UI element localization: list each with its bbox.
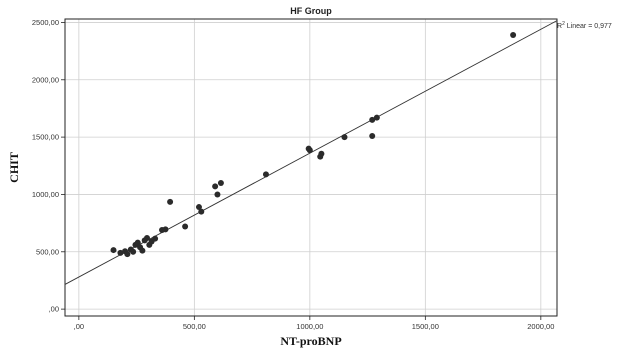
- data-point: [369, 132, 376, 139]
- r2-suffix: Linear = 0,977: [565, 23, 612, 30]
- plot-frame: [64, 18, 558, 317]
- data-point: [510, 32, 517, 39]
- data-point: [373, 114, 380, 121]
- data-point: [110, 247, 117, 254]
- data-point: [124, 251, 131, 258]
- data-point: [130, 248, 137, 255]
- x-tick-label: ,00: [74, 322, 84, 331]
- x-tick-label: 1500,00: [412, 322, 439, 331]
- data-point: [318, 150, 325, 157]
- data-point: [214, 191, 221, 198]
- data-point: [341, 134, 348, 141]
- y-tick-label: 2500,00: [32, 18, 59, 27]
- data-point: [212, 183, 219, 190]
- x-axis-ticks: ,00 500,00 1000,00 1500,00 2000,00: [74, 316, 554, 331]
- y-tick-label: ,00: [49, 305, 59, 314]
- data-point: [198, 208, 205, 215]
- data-point: [144, 235, 150, 242]
- data-point: [134, 239, 141, 246]
- y-tick-label: 500,00: [36, 247, 59, 256]
- data-point: [182, 223, 189, 230]
- chart-title: HF Group: [290, 6, 332, 16]
- x-tick-label: 1000,00: [296, 322, 323, 331]
- data-point: [139, 247, 146, 254]
- data-point: [117, 249, 124, 256]
- y-tick-label: 2000,00: [32, 75, 59, 84]
- grid-lines: [65, 19, 557, 316]
- data-point: [262, 171, 269, 178]
- data-point: [152, 235, 159, 242]
- data-point: [306, 147, 313, 154]
- data-point: [167, 198, 174, 205]
- y-tick-label: 1000,00: [32, 190, 59, 199]
- r2-label: R2 Linear = 0,977: [557, 21, 612, 30]
- x-tick-label: 500,00: [183, 322, 206, 331]
- data-point: [369, 116, 376, 123]
- x-axis-label: NT-proBNP: [280, 334, 341, 348]
- r2-prefix: R: [557, 23, 562, 30]
- y-axis-ticks: ,00 500,00 1000,00 1500,00 2000,00 2500,00: [32, 18, 65, 314]
- y-tick-label: 1500,00: [32, 133, 59, 142]
- data-point: [195, 204, 202, 211]
- r2-superscript: 2: [562, 21, 565, 27]
- data-point: [162, 226, 169, 233]
- y-axis-label: CHIT: [7, 152, 21, 183]
- x-tick-label: 2000,00: [527, 322, 554, 331]
- data-point: [217, 179, 224, 186]
- data-points: [110, 32, 517, 258]
